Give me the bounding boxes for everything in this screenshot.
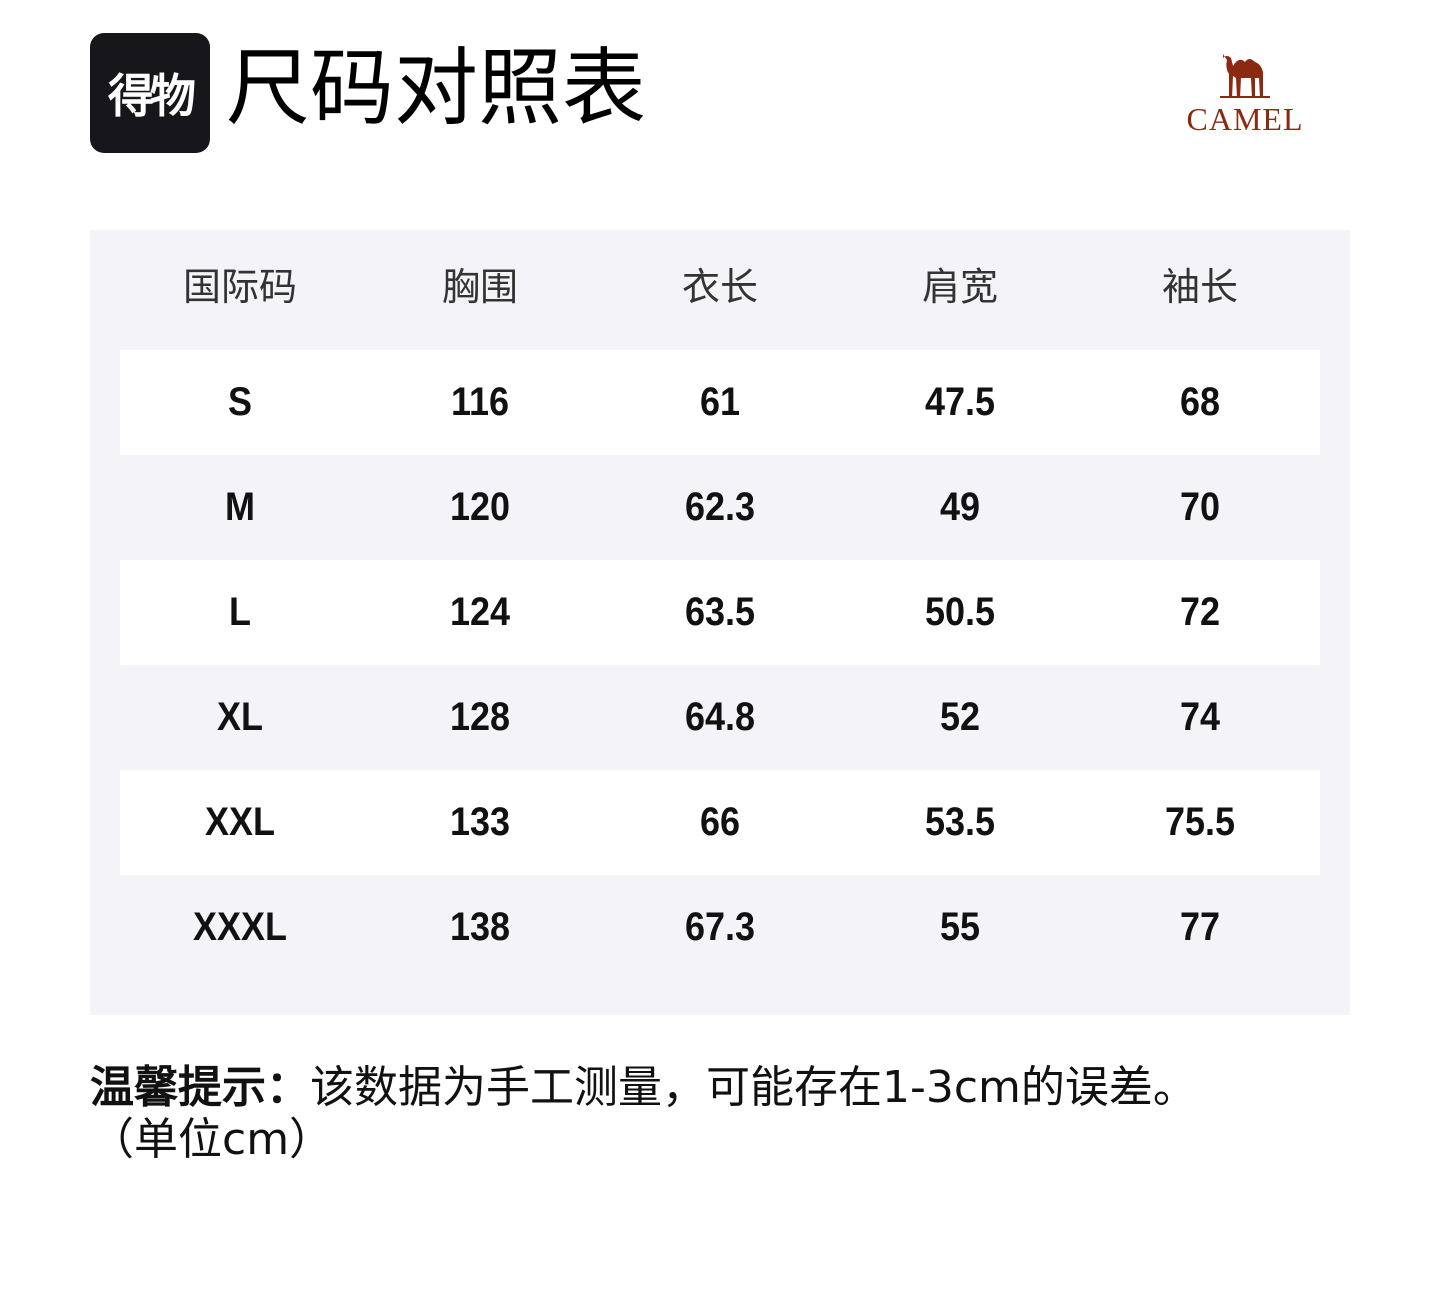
table-cell: L <box>229 590 251 634</box>
table-cell: XXXL <box>192 905 288 949</box>
size-table: 国际码 胸围 衣长 肩宽 袖长 S 116 61 47.5 68 M 120 62.3 49 70… <box>90 230 1350 1015</box>
table-row: S 116 61 47.5 68 <box>120 350 1320 455</box>
column-header: 胸围 <box>441 265 518 309</box>
table-cell: 50.5 <box>924 590 996 634</box>
camel-icon <box>1220 54 1270 98</box>
table-cell: 128 <box>449 695 511 739</box>
table-header: 国际码 胸围 衣长 肩宽 袖长 <box>120 230 1320 345</box>
table-cell: 49 <box>939 485 981 529</box>
tip-label: 温馨提示： <box>90 1062 310 1113</box>
table-cell: 63.5 <box>684 590 756 634</box>
table-row: XXL 133 66 53.5 75.5 <box>120 770 1320 875</box>
logo-text: 得物 <box>108 69 196 123</box>
column-header: 袖长 <box>1161 265 1238 309</box>
dewu-logo: 得物 <box>90 33 210 153</box>
table-cell: 64.8 <box>684 695 756 739</box>
table-row: L 124 63.5 50.5 72 <box>120 560 1320 665</box>
table-cell: 47.5 <box>924 380 996 424</box>
tip-text: 该数据为手工测量，可能存在1-3cm的误差。 <box>310 1062 1197 1113</box>
table-cell: 52 <box>939 695 981 739</box>
brand-name: CAMEL <box>1186 101 1304 137</box>
table-row: XL 128 64.8 52 74 <box>120 665 1320 770</box>
table-cell: 120 <box>449 485 511 529</box>
table-cell: M <box>224 485 255 529</box>
page-title: 尺码对照表 <box>226 39 647 137</box>
column-header: 肩宽 <box>921 265 998 309</box>
table-cell: 53.5 <box>924 800 996 844</box>
table-cell: 72 <box>1179 590 1221 634</box>
table-cell: 62.3 <box>684 485 756 529</box>
table-row: XXXL 138 67.3 55 77 <box>120 875 1320 980</box>
tip-note: 温馨提示：该数据为手工测量，可能存在1-3cm的误差。 （单位cm） <box>90 1062 1390 1166</box>
unit-text: （单位cm） <box>90 1114 334 1165</box>
column-header: 衣长 <box>681 265 758 309</box>
table-cell: S <box>227 380 253 424</box>
table-cell: 133 <box>449 800 511 844</box>
table-cell: 75.5 <box>1164 800 1236 844</box>
table-cell: 66 <box>699 800 741 844</box>
table-cell: 77 <box>1179 905 1221 949</box>
table-cell: XXL <box>204 800 276 844</box>
table-cell: 74 <box>1179 695 1221 739</box>
table-cell: 68 <box>1179 380 1221 424</box>
table-cell: 67.3 <box>684 905 756 949</box>
table-cell: 55 <box>939 905 981 949</box>
camel-brand-logo: CAMEL <box>1180 52 1310 137</box>
table-cell: 116 <box>450 380 510 424</box>
column-header: 国际码 <box>182 265 297 309</box>
table-cell: 70 <box>1179 485 1221 529</box>
table-cell: 61 <box>699 380 741 424</box>
table-cell: 138 <box>449 905 511 949</box>
table-row: M 120 62.3 49 70 <box>120 455 1320 560</box>
table-cell: 124 <box>449 590 511 634</box>
table-cell: XL <box>216 695 264 739</box>
